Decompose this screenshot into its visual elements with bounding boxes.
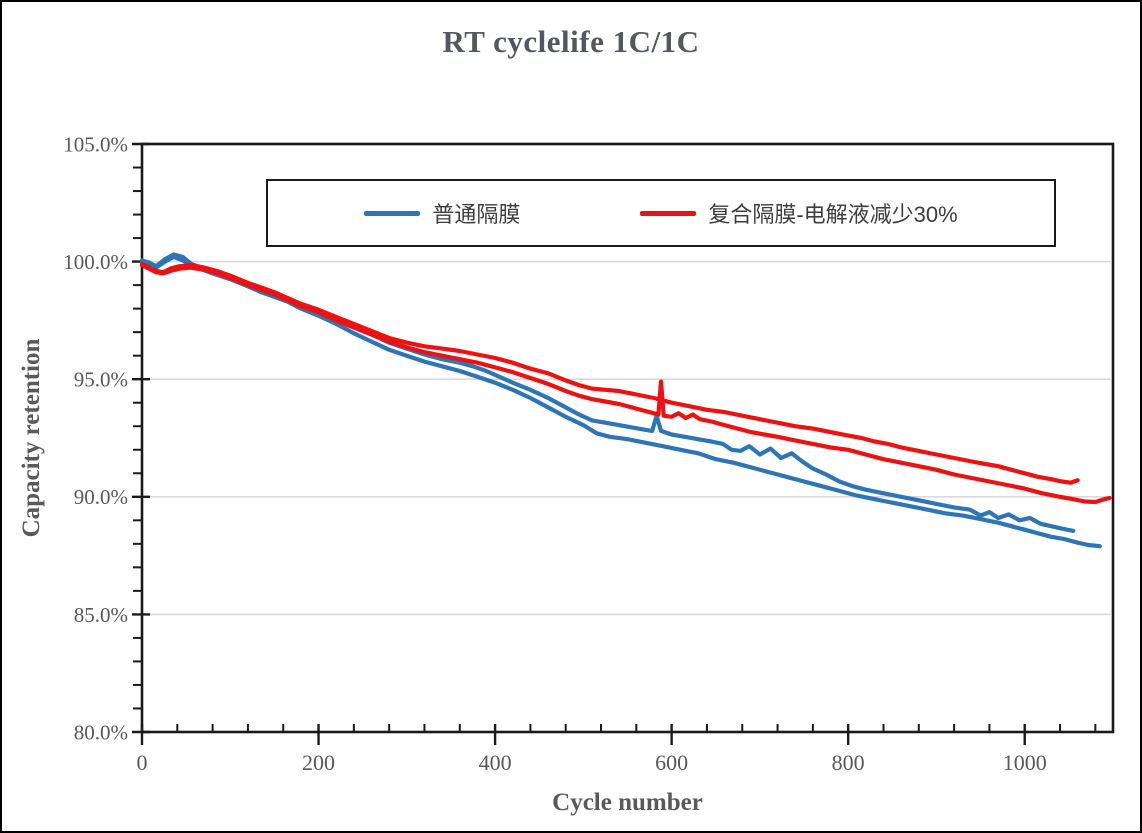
plot-frame: [140, 142, 1115, 734]
series-line-composite-separator-cell-2: [139, 263, 1112, 505]
x-tick-label: 200: [302, 750, 335, 775]
series-line-composite-separator-cell-1: [139, 261, 1080, 485]
legend-box: 普通隔膜 复合隔膜-电解液减少30%: [266, 179, 1056, 247]
x-axis-title: Cycle number: [552, 789, 703, 816]
legend-line-swatch-red: [640, 210, 697, 216]
y-tick-label: 85.0%: [74, 603, 128, 627]
legend-entry-composite-separator: 复合隔膜-电解液减少30%: [640, 197, 958, 229]
legend-entry-ordinary-separator: 普通隔膜: [364, 197, 520, 229]
y-axis-title: Capacity retention: [18, 338, 45, 538]
y-tick-label: 90.0%: [74, 485, 128, 509]
x-tick-label: 600: [655, 750, 688, 775]
x-tick-label: 800: [832, 750, 865, 775]
y-tick-label: 100.0%: [63, 250, 128, 274]
y-tick-label: 95.0%: [74, 368, 128, 392]
legend-line-swatch-blue: [364, 210, 421, 216]
x-tick-label: 400: [479, 750, 512, 775]
legend-label: 复合隔膜-电解液减少30%: [708, 202, 958, 227]
chart-title: RT cyclelife 1C/1C: [442, 24, 700, 59]
y-tick-label: 105.0%: [63, 132, 128, 156]
y-tick-label: 80.0%: [74, 720, 128, 744]
legend-label: 普通隔膜: [432, 202, 521, 227]
x-tick-label: 0: [137, 750, 148, 775]
x-tick-label: 1000: [1003, 750, 1047, 775]
